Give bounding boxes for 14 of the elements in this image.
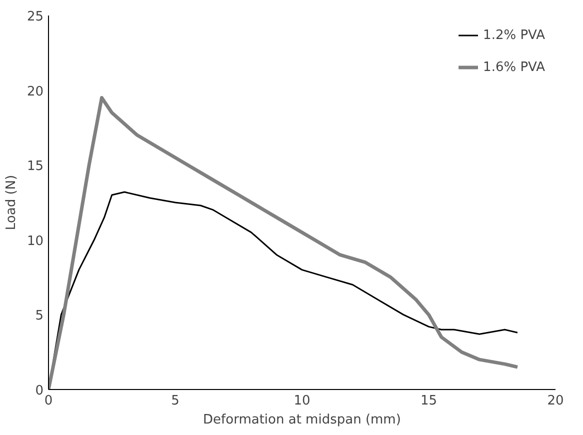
x-tick-label: 20 <box>547 394 564 408</box>
y-tick-label: 0 <box>35 384 44 398</box>
y-tick-label: 10 <box>26 234 44 249</box>
x-axis-title: Deformation at midspan (mm) <box>203 412 401 428</box>
y-axis-title: Load (N) <box>4 174 19 230</box>
y-tick-label: 25 <box>26 10 44 24</box>
x-tick-label: 15 <box>420 394 438 408</box>
y-tick-label: 20 <box>26 84 44 100</box>
y-tick-label: 15 <box>26 159 44 174</box>
x-tick-label: 10 <box>294 394 310 408</box>
y-tick-label: 5 <box>35 308 44 324</box>
x-tick-label: 5 <box>171 394 180 408</box>
legend-label: 1.2% PVA <box>483 28 545 42</box>
legend-label: 1.6% PVA <box>483 60 545 74</box>
